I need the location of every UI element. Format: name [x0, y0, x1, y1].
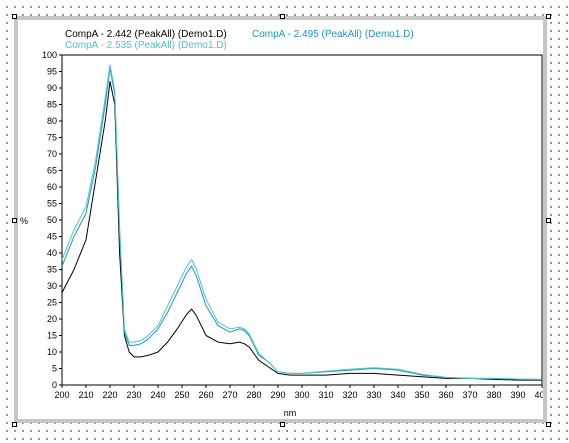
y-tick-label: 65: [47, 166, 57, 176]
y-tick-label: 50: [47, 215, 57, 225]
spectrum-chart: CompA - 2.442 (PeakAll) (Demo1.D) CompA -…: [20, 29, 543, 418]
y-tick-label: 75: [47, 133, 57, 143]
resize-handle-bottom-right[interactable]: [546, 422, 551, 427]
resize-handle-top-left[interactable]: [12, 14, 17, 19]
x-tick-label: 230: [126, 390, 141, 400]
x-tick-label: 390: [510, 390, 525, 400]
y-tick-label: 80: [47, 116, 57, 126]
y-axis-label: %: [20, 216, 28, 226]
resize-handle-bottom-left[interactable]: [12, 422, 17, 427]
legend-entry-3: CompA - 2.535 (PeakAll) (Demo1.D): [65, 40, 227, 51]
y-tick-label: 15: [47, 331, 57, 341]
y-tick-label: 70: [47, 149, 57, 159]
y-tick-label: 30: [47, 281, 57, 291]
x-tick-label: 340: [390, 390, 405, 400]
x-tick-label: 300: [294, 390, 309, 400]
x-tick-label: 220: [102, 390, 117, 400]
x-axis-label: nm: [284, 408, 297, 418]
x-tick-label: 380: [486, 390, 501, 400]
plot-area: [61, 54, 543, 386]
chart-frame[interactable]: CompA - 2.442 (PeakAll) (Demo1.D) CompA -…: [12, 14, 551, 427]
y-tick-label: 60: [47, 182, 57, 192]
resize-handle-middle-right[interactable]: [546, 218, 551, 223]
y-tick-label: 90: [47, 83, 57, 93]
x-tick-label: 330: [366, 390, 381, 400]
x-tick-label: 210: [78, 390, 93, 400]
y-tick-label: 100: [42, 50, 57, 60]
x-tick-label: 200: [54, 390, 69, 400]
x-tick-label: 350: [414, 390, 429, 400]
y-tick-label: 5: [52, 364, 57, 374]
x-tick-label: 270: [222, 390, 237, 400]
x-tick-label: 320: [342, 390, 357, 400]
x-tick-label: 240: [150, 390, 165, 400]
x-tick-label: 310: [318, 390, 333, 400]
y-tick-label: 35: [47, 265, 57, 275]
x-tick-label: 400: [534, 390, 543, 400]
y-tick-label: 40: [47, 248, 57, 258]
legend-entry-1: CompA - 2.442 (PeakAll) (Demo1.D): [65, 29, 227, 40]
series-line-1: [61, 80, 542, 381]
y-tick-label: 20: [47, 314, 57, 324]
y-tick-label: 0: [52, 380, 57, 390]
x-tick-label: 260: [198, 390, 213, 400]
y-tick-label: 95: [47, 67, 57, 77]
x-tick-label: 250: [174, 390, 189, 400]
series-lines: [61, 64, 543, 381]
x-axis: 200 210 220 230 240 250 260 270 280 290 300 310 320 3…: [54, 385, 543, 400]
y-tick-label: 85: [47, 100, 57, 110]
resize-handle-top-right[interactable]: [546, 14, 551, 19]
resize-handle-bottom-center[interactable]: [280, 422, 285, 427]
y-tick-label: 10: [47, 347, 57, 357]
x-tick-label: 370: [462, 390, 477, 400]
resize-handle-top-center[interactable]: [280, 14, 285, 19]
legend: CompA - 2.442 (PeakAll) (Demo1.D) CompA -…: [65, 29, 414, 51]
resize-handle-middle-left[interactable]: [12, 218, 17, 223]
y-axis: 0 5 10 15 20 25 30 35 40 45 50 55 60 65 70 75 80 85 90 95 10…: [42, 50, 62, 390]
y-tick-label: 55: [47, 199, 57, 209]
y-tick-label: 25: [47, 298, 57, 308]
x-tick-label: 280: [246, 390, 261, 400]
series-line-2: [61, 67, 543, 380]
y-tick-label: 45: [47, 232, 57, 242]
x-tick-label: 360: [438, 390, 453, 400]
x-tick-label: 290: [270, 390, 285, 400]
legend-entry-2: CompA - 2.495 (PeakAll) (Demo1.D): [252, 29, 414, 40]
series-line-3: [61, 64, 543, 380]
